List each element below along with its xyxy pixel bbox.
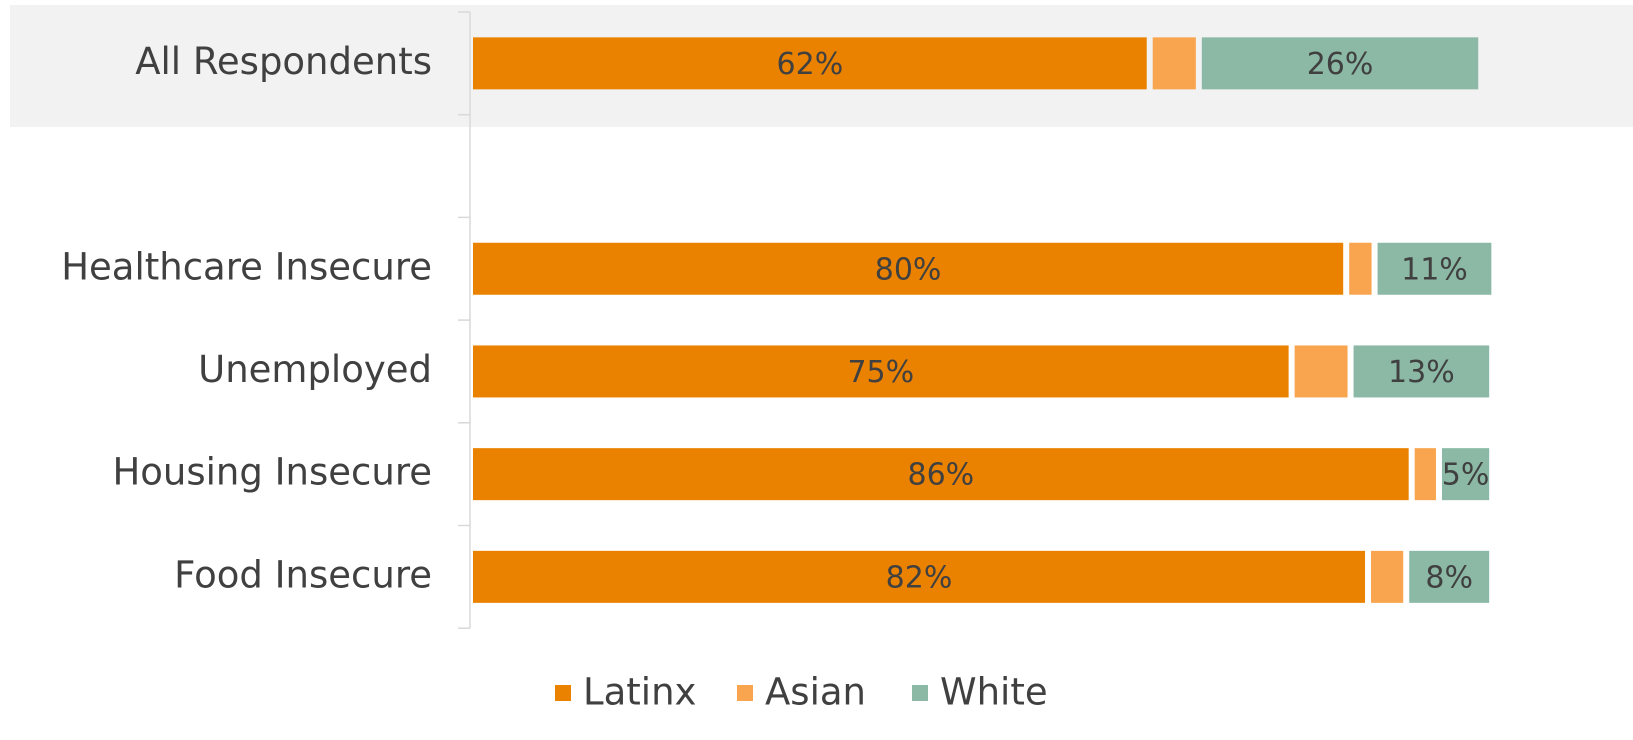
value-label: 11% bbox=[1401, 252, 1468, 287]
value-label: 5% bbox=[1442, 458, 1490, 493]
bar-segment bbox=[1353, 345, 1490, 398]
legend-swatch bbox=[555, 685, 571, 701]
bar-segment bbox=[1377, 242, 1492, 295]
bar-segment bbox=[473, 448, 1409, 501]
legend-label: Latinx bbox=[583, 671, 696, 714]
bar-segment bbox=[1371, 550, 1404, 603]
bar-segment bbox=[473, 345, 1289, 398]
category-label: All Respondents bbox=[135, 40, 432, 83]
value-label: 62% bbox=[777, 47, 844, 82]
legend-label: White bbox=[940, 671, 1048, 714]
legend-label: Asian bbox=[765, 671, 866, 714]
bar-segment bbox=[1414, 448, 1436, 501]
category-label: Housing Insecure bbox=[112, 451, 432, 494]
legend-swatch bbox=[737, 685, 753, 701]
bar-segment bbox=[1152, 37, 1196, 90]
value-label: 75% bbox=[847, 355, 914, 390]
bar-segment bbox=[1349, 242, 1372, 295]
value-label: 13% bbox=[1388, 355, 1455, 390]
bar-segment bbox=[1294, 345, 1348, 398]
value-label: 80% bbox=[875, 252, 942, 287]
value-label: 26% bbox=[1307, 47, 1374, 82]
bar-segment bbox=[1409, 550, 1490, 603]
category-label: Food Insecure bbox=[174, 553, 432, 596]
bar-segment bbox=[473, 242, 1344, 295]
category-label: Unemployed bbox=[198, 348, 432, 391]
bar-segment bbox=[1201, 37, 1479, 90]
value-label: 82% bbox=[886, 560, 953, 595]
category-label: Healthcare Insecure bbox=[61, 245, 432, 288]
bar-segment bbox=[1441, 448, 1490, 501]
value-label: 8% bbox=[1425, 560, 1473, 595]
bar-segment bbox=[473, 37, 1147, 90]
legend-swatch bbox=[912, 685, 928, 701]
value-label: 86% bbox=[907, 458, 974, 493]
bar-segment bbox=[473, 550, 1366, 603]
